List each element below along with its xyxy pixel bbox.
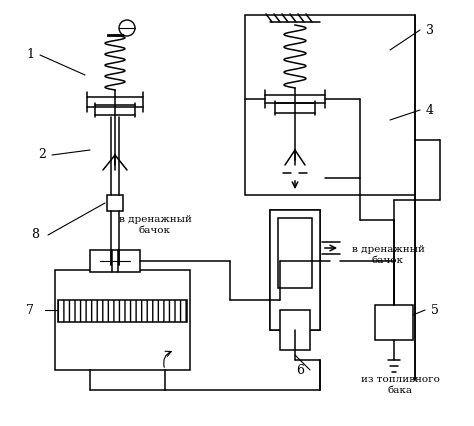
Bar bbox=[270, 210, 320, 330]
Bar bbox=[55, 270, 190, 370]
Text: 8: 8 bbox=[31, 228, 39, 242]
Bar bbox=[375, 305, 413, 340]
Bar bbox=[270, 210, 320, 330]
Text: 5: 5 bbox=[431, 303, 439, 317]
Bar bbox=[245, 15, 415, 195]
Bar bbox=[107, 195, 123, 211]
Text: в дренажный
бачок: в дренажный бачок bbox=[118, 215, 191, 235]
Text: 7: 7 bbox=[26, 303, 34, 317]
Bar bbox=[278, 218, 312, 288]
Text: в дренажный
бачок: в дренажный бачок bbox=[352, 245, 424, 265]
Text: 4: 4 bbox=[426, 104, 434, 116]
Text: 1: 1 bbox=[26, 49, 34, 61]
Text: 6: 6 bbox=[296, 363, 304, 377]
Bar bbox=[280, 310, 310, 350]
Bar bbox=[90, 250, 140, 272]
Bar bbox=[58, 300, 187, 322]
Text: из топливного
бака: из топливного бака bbox=[361, 375, 439, 395]
Text: 3: 3 bbox=[426, 23, 434, 37]
Text: 2: 2 bbox=[38, 149, 46, 161]
